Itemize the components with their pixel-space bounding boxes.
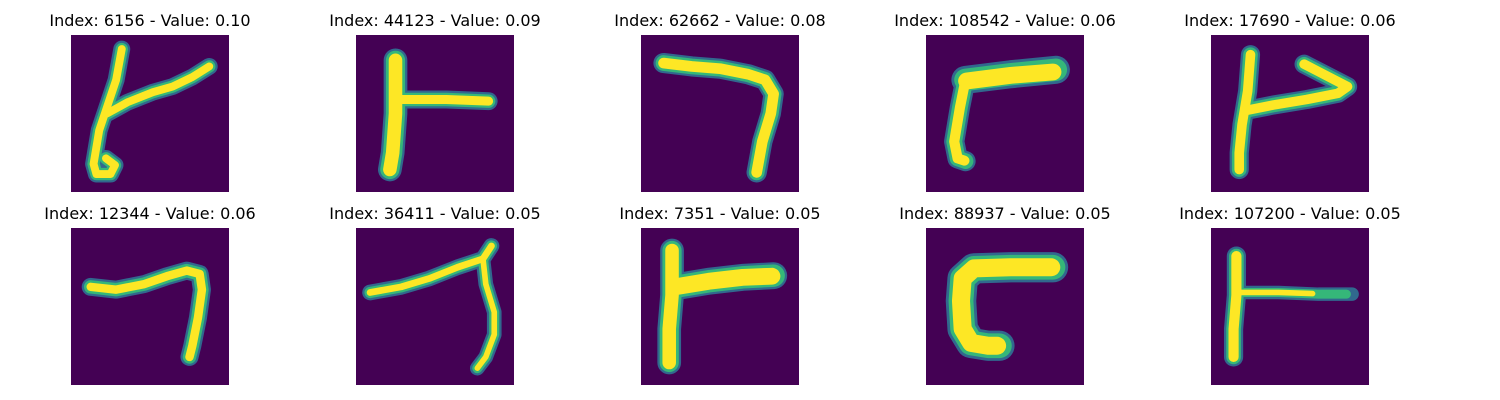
digit-image [1211,35,1369,192]
panel-4: Index: 108542 - Value: 0.06 [855,0,1155,200]
digit-image [356,35,514,192]
panel-title: Index: 6156 - Value: 0.10 [49,11,251,30]
panel-9: Index: 88937 - Value: 0.05 [855,193,1155,393]
glyph-17690-image [1211,35,1369,192]
panel-title: Index: 108542 - Value: 0.06 [894,11,1116,30]
panel-8: Index: 7351 - Value: 0.05 [570,193,870,393]
glyph-108542-image [926,35,1084,192]
panel-5: Index: 17690 - Value: 0.06 [1140,0,1440,200]
digit-image [926,35,1084,192]
panel-6: Index: 12344 - Value: 0.06 [0,193,300,393]
panel-title: Index: 88937 - Value: 0.05 [899,204,1111,223]
glyph-6156-image [71,35,229,192]
digit-image [641,35,799,192]
digit-image [71,35,229,192]
panel-2: Index: 44123 - Value: 0.09 [285,0,585,200]
panel-title: Index: 36411 - Value: 0.05 [329,204,541,223]
panel-title: Index: 107200 - Value: 0.05 [1179,204,1401,223]
panel-1: Index: 6156 - Value: 0.10 [0,0,300,200]
panel-title: Index: 44123 - Value: 0.09 [329,11,541,30]
digit-image [926,228,1084,385]
glyph-107200-image [1211,228,1369,385]
panel-title: Index: 12344 - Value: 0.06 [44,204,256,223]
glyph-62662-image [641,35,799,192]
glyph-44123-image [356,35,514,192]
panel-3: Index: 62662 - Value: 0.08 [570,0,870,200]
panel-7: Index: 36411 - Value: 0.05 [285,193,585,393]
glyph-36411-image [356,228,514,385]
digit-image [1211,228,1369,385]
glyph-88937-image [926,228,1084,385]
glyph-7351-image [641,228,799,385]
panel-title: Index: 7351 - Value: 0.05 [619,204,821,223]
panel-10: Index: 107200 - Value: 0.05 [1140,193,1440,393]
digit-image [356,228,514,385]
glyph-12344-image [71,228,229,385]
panel-title: Index: 62662 - Value: 0.08 [614,11,826,30]
digit-image [71,228,229,385]
panel-title: Index: 17690 - Value: 0.06 [1184,11,1396,30]
digit-image [641,228,799,385]
